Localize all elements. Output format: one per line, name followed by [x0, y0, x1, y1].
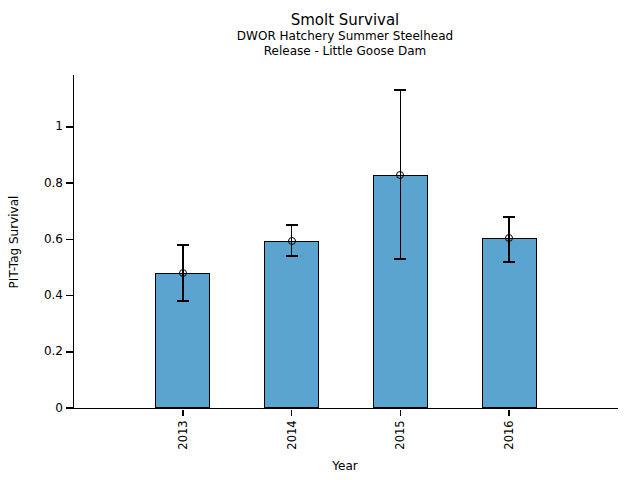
- error-bar-cap-top-2013: [177, 244, 189, 246]
- y-tick-label: 1: [18, 119, 63, 134]
- y-tick-mark: [66, 351, 73, 353]
- y-tick-mark: [66, 126, 73, 128]
- x-tick-label-2013: 2013: [176, 420, 190, 449]
- smolt-survival-chart: Smolt Survival DWOR Hatchery Summer Stee…: [0, 0, 640, 480]
- x-tick-mark-2015: [400, 410, 402, 417]
- y-tick-mark: [66, 239, 73, 241]
- x-tick-label-2014: 2014: [285, 420, 299, 449]
- y-tick-label: 0.4: [18, 288, 63, 303]
- point-marker-2015: [396, 171, 404, 179]
- x-tick-label-2016: 2016: [502, 420, 516, 449]
- plot-area: 00.20.40.60.812013201420152016: [73, 75, 618, 409]
- y-tick-label: 0.2: [18, 344, 63, 359]
- x-tick-mark-2014: [291, 410, 293, 417]
- y-tick-label: 0.8: [18, 176, 63, 191]
- y-tick-mark: [66, 182, 73, 184]
- y-tick-mark: [66, 407, 73, 409]
- chart-subtitle-line2: Release - Little Goose Dam: [73, 44, 617, 59]
- error-bar-cap-top-2015: [394, 89, 406, 91]
- error-bar-cap-bottom-2014: [286, 255, 298, 257]
- y-tick-label: 0.6: [18, 232, 63, 247]
- error-bar-cap-top-2014: [286, 224, 298, 226]
- error-bar-cap-bottom-2015: [394, 258, 406, 260]
- chart-subtitle-line1: DWOR Hatchery Summer Steelhead: [73, 29, 617, 44]
- x-tick-mark-2016: [508, 410, 510, 417]
- bar-2014: [264, 241, 319, 408]
- x-tick-mark-2013: [182, 410, 184, 417]
- point-marker-2013: [179, 269, 187, 277]
- error-bar-cap-top-2016: [503, 216, 515, 218]
- error-bar-cap-bottom-2013: [177, 300, 189, 302]
- point-marker-2016: [505, 234, 513, 242]
- chart-title: Smolt Survival: [73, 11, 617, 29]
- y-tick-label: 0: [18, 401, 63, 416]
- title-block: Smolt Survival DWOR Hatchery Summer Stee…: [73, 0, 617, 59]
- bar-2016: [482, 238, 537, 408]
- point-marker-2014: [288, 237, 296, 245]
- error-bar-cap-bottom-2016: [503, 261, 515, 263]
- y-axis-label: PIT-Tag Survival: [7, 177, 21, 307]
- y-tick-mark: [66, 295, 73, 297]
- x-axis-label: Year: [73, 459, 617, 473]
- x-tick-label-2015: 2015: [393, 420, 407, 449]
